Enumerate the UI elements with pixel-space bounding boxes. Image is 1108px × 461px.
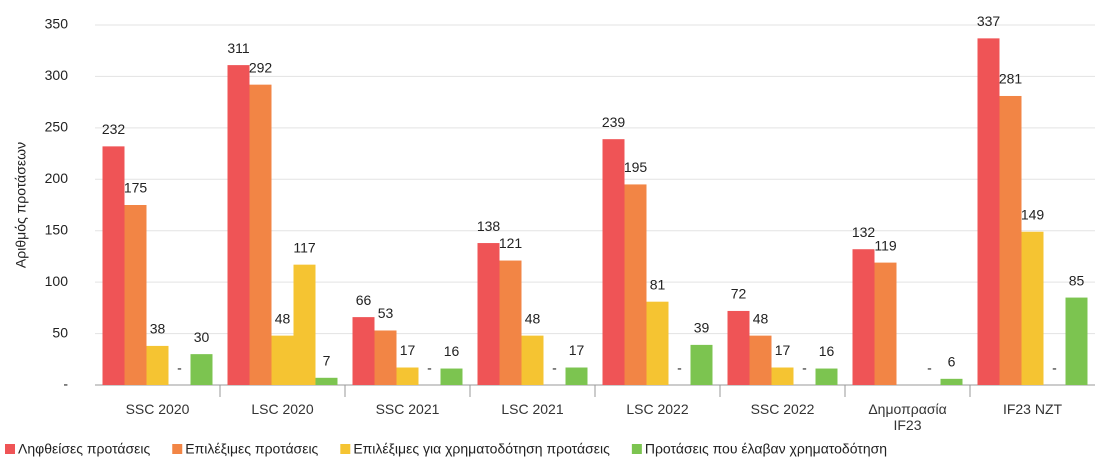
- bar: [124, 205, 147, 385]
- bar: [477, 243, 500, 385]
- data-label: 66: [356, 292, 372, 308]
- bar: [293, 264, 316, 385]
- data-label: 117: [293, 239, 316, 255]
- data-label: 85: [1069, 272, 1085, 288]
- data-label: 149: [1021, 206, 1045, 222]
- bar: [1021, 231, 1044, 385]
- data-label: 16: [819, 343, 835, 359]
- bar: [602, 139, 625, 385]
- y-tick-label: 250: [45, 119, 69, 135]
- x-tick-label: Δημοπρασία IF23: [868, 401, 947, 433]
- data-label: 48: [753, 310, 769, 326]
- bar: [227, 65, 250, 385]
- y-tick-label: -: [63, 376, 68, 392]
- data-label: -: [177, 360, 182, 376]
- legend-swatch: [340, 444, 351, 454]
- bar: [521, 335, 544, 385]
- bar: [940, 378, 963, 385]
- bar: [440, 368, 463, 385]
- data-label: 337: [977, 13, 1001, 29]
- bar: [727, 310, 750, 385]
- y-tick-label: 200: [45, 170, 69, 186]
- bar: [771, 367, 794, 385]
- bar: [352, 317, 375, 385]
- x-tick-label: SSC 2022: [750, 401, 815, 417]
- data-label: -: [1052, 360, 1057, 376]
- x-tick-label: SSC 2021: [375, 401, 440, 417]
- legend-swatch: [172, 444, 183, 454]
- y-tick-label: 300: [45, 67, 69, 83]
- legend-label: Ληφθείσες προτάσεις: [18, 441, 151, 457]
- legend-label: Επιλέξιμες για χρηματοδότηση προτάσεις: [353, 441, 610, 457]
- data-label: 119: [874, 237, 897, 253]
- data-label: 121: [499, 235, 523, 251]
- data-label: 39: [694, 320, 710, 336]
- data-label: 17: [775, 342, 791, 358]
- bar: [690, 344, 713, 385]
- bar: [624, 184, 647, 385]
- y-tick-label: 100: [45, 273, 69, 289]
- y-tick-label: 150: [45, 221, 69, 237]
- bar: [146, 345, 169, 385]
- data-label: 53: [378, 305, 394, 321]
- data-label: 232: [102, 121, 126, 137]
- bar: [374, 330, 397, 385]
- bar: [102, 146, 125, 385]
- bar: [815, 368, 838, 385]
- data-label: 30: [194, 329, 210, 345]
- bar: [977, 38, 1000, 385]
- data-label: 16: [444, 343, 460, 359]
- data-label: 132: [852, 224, 876, 240]
- bar: [499, 260, 522, 385]
- bar: [646, 301, 669, 385]
- bar: [749, 335, 772, 385]
- legend-swatch: [5, 444, 15, 454]
- bar: [249, 84, 272, 386]
- x-tick-label: LSC 2022: [626, 401, 689, 417]
- data-label: -: [802, 360, 807, 376]
- data-label: 48: [275, 310, 291, 326]
- legend-label: Προτάσεις που έλαβαν χρηματοδότηση: [645, 441, 887, 457]
- bar: [190, 354, 213, 385]
- data-label: 48: [525, 310, 541, 326]
- x-tick-label: IF23 NZT: [1002, 401, 1063, 417]
- bar: [271, 335, 294, 385]
- bar: [396, 367, 419, 385]
- data-label: 6: [948, 354, 956, 370]
- bar: [565, 367, 588, 385]
- bar: [874, 262, 897, 385]
- x-tick-label: LSC 2020: [251, 401, 314, 417]
- data-label: 17: [569, 342, 585, 358]
- data-label: -: [427, 360, 432, 376]
- y-axis-label: Αριθμός προτάσεων: [13, 142, 29, 268]
- data-label: 7: [323, 353, 331, 369]
- data-label: 195: [624, 159, 648, 175]
- data-label: 239: [602, 114, 626, 130]
- data-label: 311: [227, 40, 250, 56]
- data-label: 175: [124, 180, 148, 196]
- bar: [852, 249, 875, 385]
- legend-swatch: [631, 444, 642, 454]
- data-label: 17: [400, 342, 416, 358]
- data-label: 292: [249, 59, 273, 75]
- x-tick-label: LSC 2021: [501, 401, 564, 417]
- bar: [999, 95, 1022, 385]
- legend-label: Επιλέξιμες προτάσεις: [185, 441, 318, 457]
- data-label: -: [677, 360, 682, 376]
- bar: [1065, 297, 1088, 385]
- data-label: 81: [650, 276, 666, 292]
- data-label: -: [552, 360, 557, 376]
- x-tick-label: SSC 2020: [125, 401, 190, 417]
- y-tick-label: 350: [45, 16, 69, 32]
- data-label: 38: [150, 321, 166, 337]
- data-label: 72: [731, 286, 747, 302]
- data-label: -: [927, 360, 932, 376]
- data-label: 138: [477, 218, 501, 234]
- data-label: 281: [999, 71, 1023, 87]
- y-tick-label: 50: [52, 324, 68, 340]
- bar: [315, 377, 338, 385]
